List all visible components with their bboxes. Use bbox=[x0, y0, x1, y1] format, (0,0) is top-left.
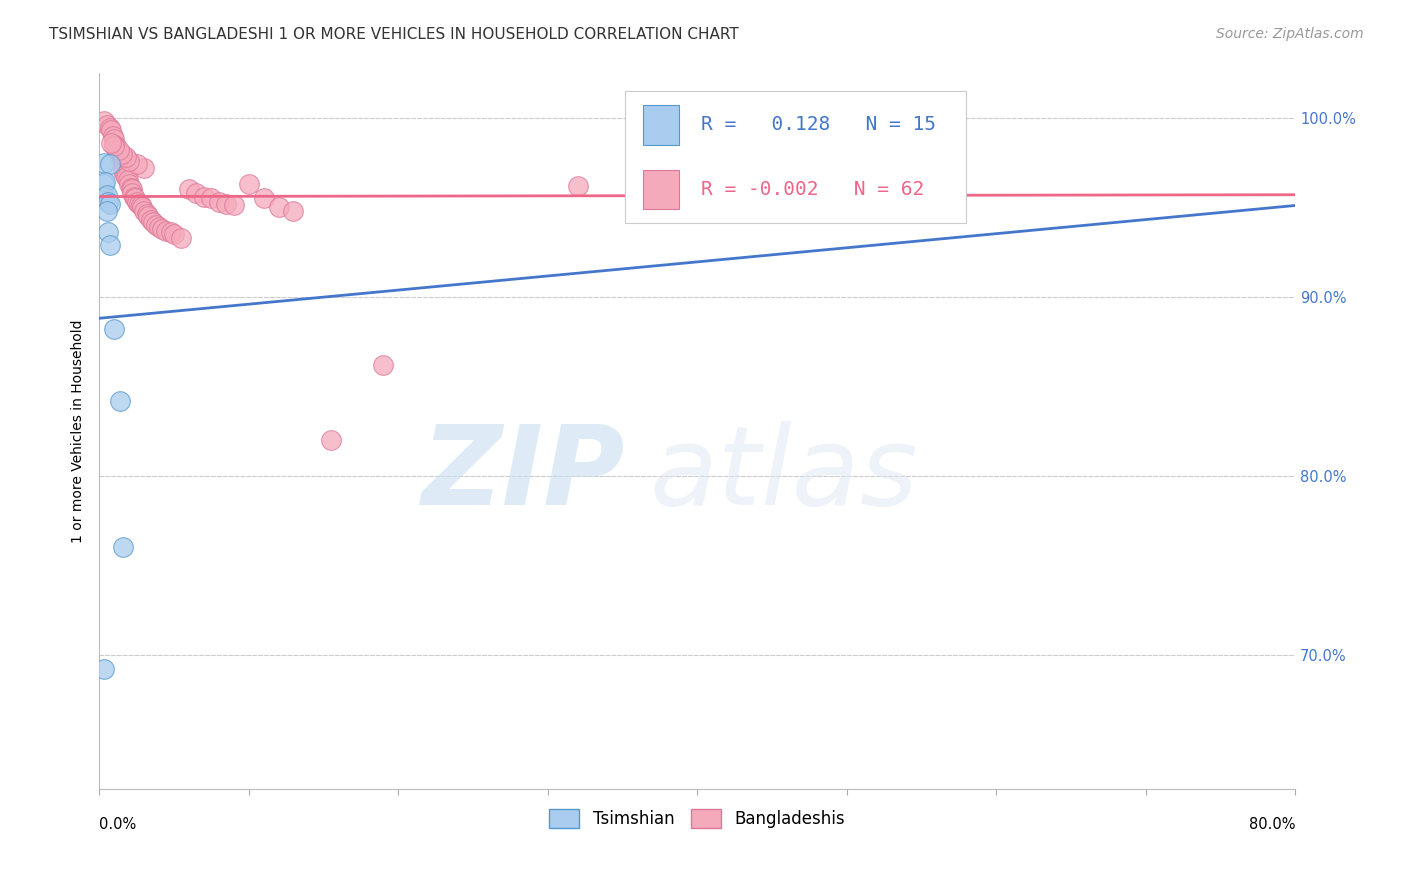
Point bbox=[96, 118, 118, 132]
Point bbox=[93, 114, 115, 128]
Point bbox=[118, 177, 141, 191]
Point bbox=[110, 155, 132, 169]
Point bbox=[112, 541, 135, 555]
Point bbox=[98, 121, 121, 136]
Point bbox=[97, 225, 120, 239]
Point bbox=[567, 178, 589, 193]
Point bbox=[93, 177, 115, 191]
Point bbox=[177, 182, 200, 196]
Point bbox=[132, 203, 155, 218]
Point bbox=[103, 132, 125, 146]
Point bbox=[208, 194, 231, 209]
Point bbox=[238, 177, 260, 191]
Text: TSIMSHIAN VS BANGLADESHI 1 OR MORE VEHICLES IN HOUSEHOLD CORRELATION CHART: TSIMSHIAN VS BANGLADESHI 1 OR MORE VEHIC… bbox=[49, 27, 740, 42]
Point bbox=[97, 194, 120, 209]
Point bbox=[222, 198, 245, 212]
Point bbox=[94, 189, 117, 203]
Text: 0.0%: 0.0% bbox=[100, 816, 136, 831]
Point bbox=[283, 203, 305, 218]
Bar bbox=[644, 169, 679, 209]
Point bbox=[121, 182, 143, 196]
Point bbox=[141, 212, 163, 227]
Point bbox=[125, 157, 148, 171]
Point bbox=[128, 196, 150, 211]
Point bbox=[101, 128, 124, 143]
Point bbox=[121, 186, 143, 200]
Point bbox=[96, 203, 118, 218]
Point bbox=[112, 159, 135, 173]
Point bbox=[163, 227, 186, 241]
Point bbox=[105, 143, 128, 157]
Point bbox=[103, 322, 125, 336]
Text: R = -0.002   N = 62: R = -0.002 N = 62 bbox=[700, 180, 924, 199]
Point bbox=[267, 200, 290, 214]
Point bbox=[115, 169, 138, 184]
Text: R =   0.128   N = 15: R = 0.128 N = 15 bbox=[700, 115, 936, 135]
Point bbox=[107, 143, 129, 157]
Point bbox=[136, 207, 159, 221]
Point bbox=[93, 155, 115, 169]
Point bbox=[93, 662, 115, 676]
Point bbox=[200, 191, 222, 205]
Point bbox=[160, 225, 183, 239]
Point bbox=[115, 150, 138, 164]
Y-axis label: 1 or more Vehicles in Household: 1 or more Vehicles in Household bbox=[72, 319, 86, 543]
Text: atlas: atlas bbox=[650, 420, 918, 527]
Point bbox=[96, 187, 118, 202]
Point bbox=[100, 136, 122, 150]
Point bbox=[142, 214, 165, 228]
Point bbox=[103, 139, 125, 153]
Point bbox=[94, 175, 117, 189]
Text: Source: ZipAtlas.com: Source: ZipAtlas.com bbox=[1216, 27, 1364, 41]
Point bbox=[117, 173, 139, 187]
Point bbox=[215, 196, 238, 211]
Point bbox=[103, 137, 125, 152]
Point bbox=[100, 123, 122, 137]
Point bbox=[118, 153, 141, 168]
Point bbox=[122, 189, 145, 203]
Point bbox=[110, 146, 132, 161]
Point bbox=[155, 223, 177, 237]
Point bbox=[110, 152, 132, 166]
Point bbox=[108, 150, 131, 164]
Point bbox=[193, 189, 215, 203]
Point bbox=[104, 139, 127, 153]
Point bbox=[373, 358, 395, 372]
Point bbox=[145, 218, 167, 232]
Point bbox=[131, 200, 153, 214]
Point bbox=[252, 191, 274, 205]
Point bbox=[138, 209, 160, 223]
Text: ZIP: ZIP bbox=[422, 420, 626, 527]
Point bbox=[120, 180, 142, 194]
Point bbox=[319, 433, 342, 447]
Point bbox=[170, 230, 193, 244]
Point bbox=[107, 146, 129, 161]
Point bbox=[125, 194, 148, 209]
Point bbox=[98, 196, 121, 211]
Legend: Tsimshian, Bangladeshis: Tsimshian, Bangladeshis bbox=[543, 802, 852, 835]
Bar bbox=[644, 105, 679, 145]
Point bbox=[112, 164, 135, 178]
Point bbox=[98, 238, 121, 252]
Point bbox=[114, 168, 136, 182]
Point bbox=[148, 219, 170, 234]
Point bbox=[98, 157, 121, 171]
Point bbox=[186, 186, 208, 200]
Text: 80.0%: 80.0% bbox=[1249, 816, 1295, 831]
Point bbox=[124, 191, 146, 205]
Point bbox=[129, 198, 152, 212]
Point bbox=[108, 393, 131, 408]
Point bbox=[150, 221, 173, 235]
Point bbox=[132, 161, 155, 175]
FancyBboxPatch shape bbox=[626, 91, 966, 223]
